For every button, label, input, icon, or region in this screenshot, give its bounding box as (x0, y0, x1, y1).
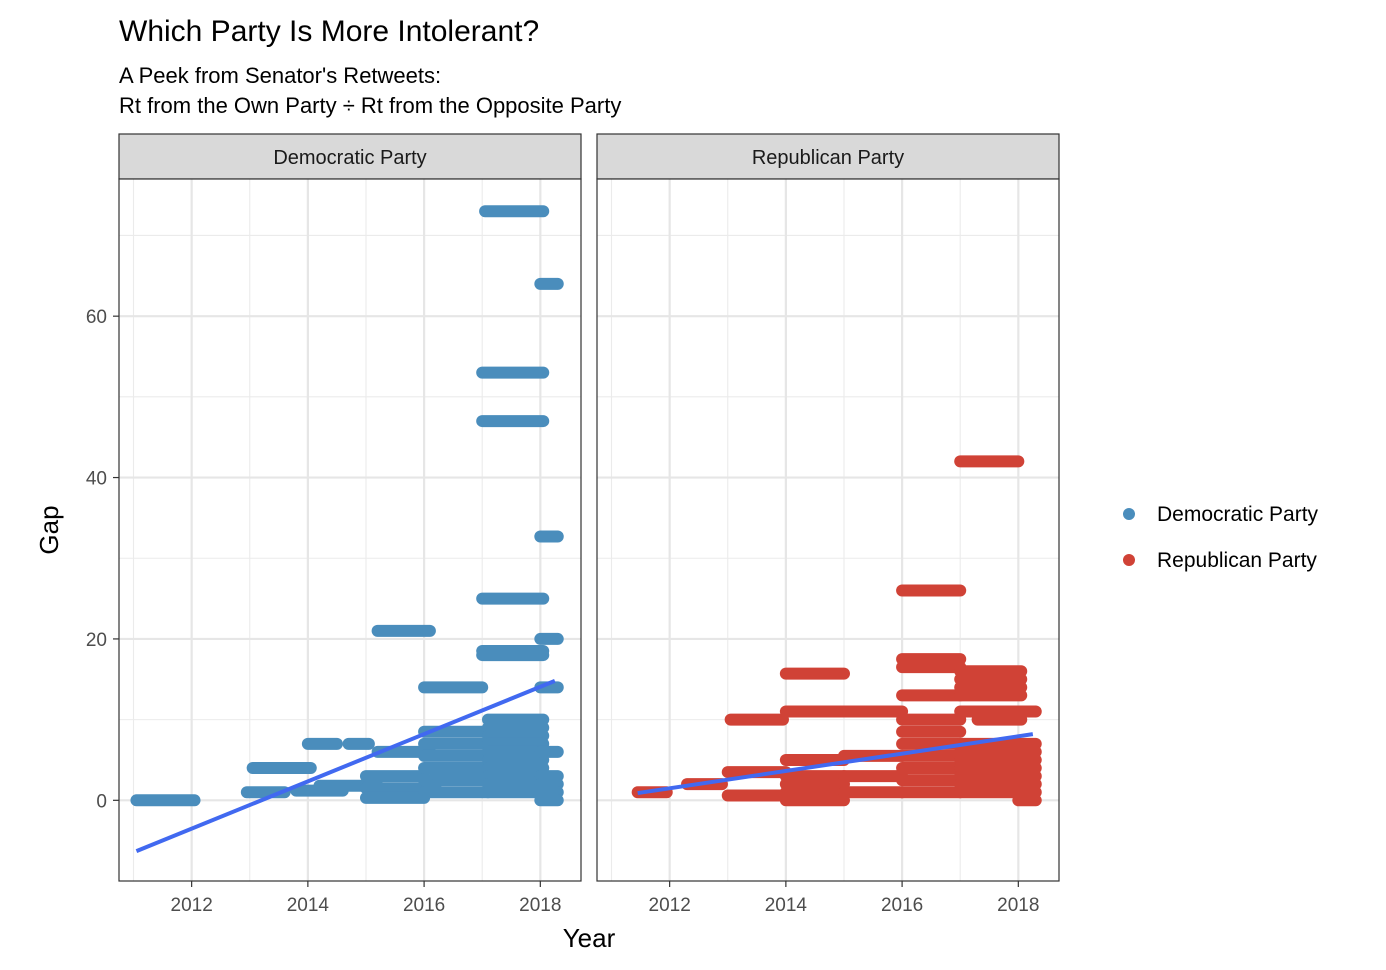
strip-republican (596, 133, 1060, 180)
chart-subtitle-line-2: Rt from the Own Party ÷ Rt from the Oppo… (119, 93, 621, 118)
x-ticks-republican: 2012 2014 2016 2018 (649, 881, 1039, 916)
legend-key-democratic (1123, 508, 1135, 520)
x-axis-title: Year (563, 923, 616, 953)
panel-border-democratic (118, 178, 582, 882)
x-tick-label: 2014 (287, 895, 330, 916)
y-axis-title: Gap (34, 505, 64, 554)
panel-democratic: Democratic Party 2012 2014 2016 2018 (118, 133, 582, 916)
y-tick-label: 0 (96, 791, 107, 812)
legend-label-republican: Republican Party (1157, 549, 1317, 572)
y-axis: 0 20 40 60 (86, 307, 119, 812)
x-tick-label: 2012 (171, 895, 213, 916)
x-tick-label: 2016 (403, 895, 445, 916)
panel-border-republican (596, 178, 1060, 882)
trend-democratic (135, 679, 556, 853)
chart-subtitle-line-1: A Peek from Senator's Retweets: (119, 63, 441, 88)
x-tick-label: 2012 (649, 895, 691, 916)
x-tick-label: 2018 (519, 895, 561, 916)
y-tick-label: 60 (86, 307, 107, 328)
legend-label-democratic: Democratic Party (1157, 503, 1319, 526)
strip-democratic (118, 133, 582, 180)
strip-label-republican: Republican Party (752, 147, 904, 169)
points-democratic (130, 205, 564, 807)
x-tick-label: 2018 (997, 895, 1039, 916)
x-tick-label: 2014 (765, 895, 808, 916)
x-ticks-democratic: 2012 2014 2016 2018 (171, 881, 561, 916)
x-tick-label: 2016 (881, 895, 923, 916)
y-tick-label: 40 (86, 469, 107, 490)
panel-republican: Republican Party 2012 2014 2016 2018 (596, 133, 1060, 916)
trend-line (637, 732, 1034, 796)
y-tick-label: 20 (86, 630, 107, 651)
legend: Democratic Party Republican Party (1123, 503, 1319, 572)
legend-key-republican (1123, 554, 1135, 566)
strip-label-democratic: Democratic Party (273, 147, 426, 169)
points-republican (631, 455, 1042, 807)
trend-line (135, 679, 556, 853)
chart-title: Which Party Is More Intolerant? (119, 15, 539, 48)
trend-republican (637, 732, 1034, 796)
